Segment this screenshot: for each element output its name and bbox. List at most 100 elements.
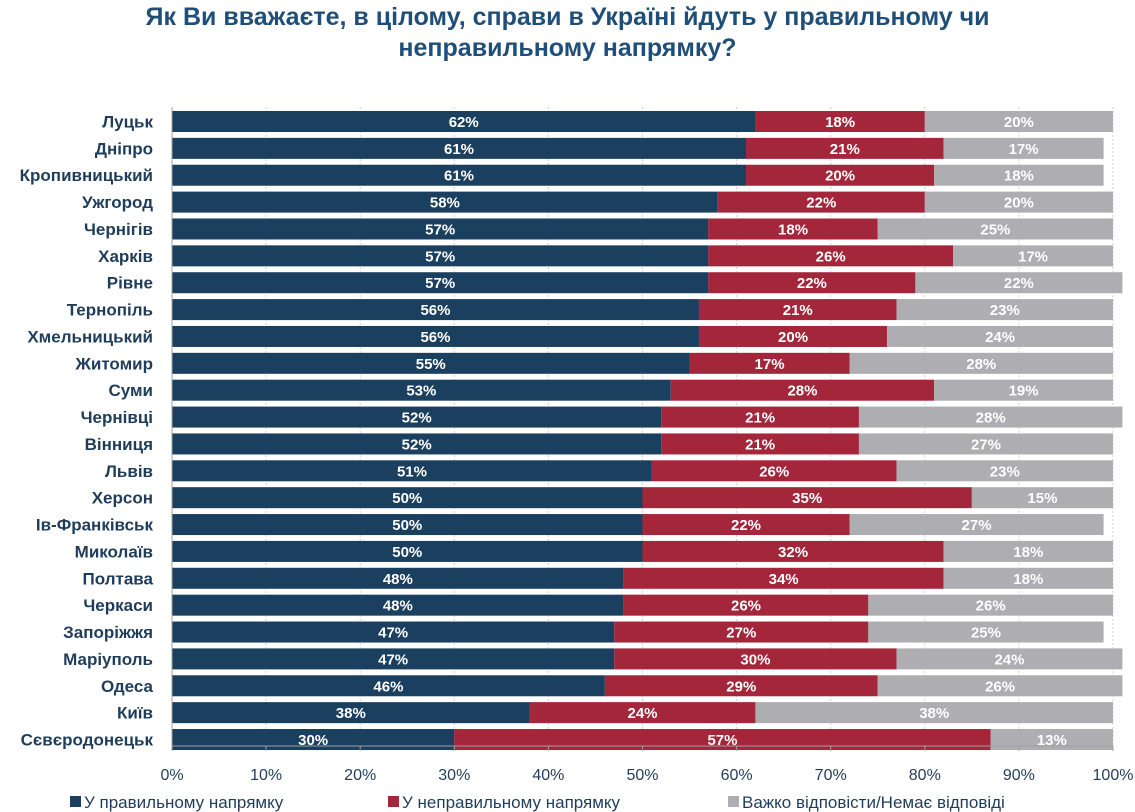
- category-labels: Луцьк Дніпро Кропивницький Ужгород Чернігів Х…: [20, 113, 154, 750]
- bar-segment: [943, 567, 1113, 589]
- data-label: 24%: [627, 705, 657, 722]
- data-label: 18%: [1013, 571, 1043, 588]
- category-label: Сєвєродонецьк: [21, 731, 154, 750]
- bar-segment: [849, 352, 1113, 374]
- category-label: Рівне: [107, 274, 153, 293]
- data-label: 18%: [1013, 544, 1043, 561]
- data-label: 57%: [707, 732, 737, 749]
- data-label: 55%: [416, 356, 446, 373]
- bar-segment: [924, 191, 1113, 213]
- bar-segment: [934, 379, 1113, 401]
- data-label: 38%: [919, 705, 949, 722]
- data-label: 29%: [726, 678, 756, 695]
- data-label: 24%: [994, 651, 1024, 668]
- data-label: 52%: [402, 410, 432, 427]
- data-label: 19%: [1009, 383, 1039, 400]
- chart-title-line-2: неправильному напрямку?: [398, 34, 737, 62]
- data-label: 25%: [971, 625, 1001, 642]
- bar-segment: [172, 702, 530, 724]
- category-label: Вінниця: [85, 435, 153, 454]
- bar-segment: [172, 137, 747, 159]
- data-label: 21%: [745, 436, 775, 453]
- data-label: 18%: [825, 114, 855, 131]
- category-label: Хмельницький: [27, 327, 153, 346]
- bar-segment: [614, 648, 897, 670]
- bar-segment: [651, 460, 897, 482]
- bar-segment: [172, 245, 709, 267]
- data-label: 28%: [966, 356, 996, 373]
- category-label: Житомир: [75, 354, 154, 373]
- bar-segment: [454, 729, 991, 751]
- data-label: 15%: [1027, 490, 1057, 507]
- x-tick-label: 0%: [160, 767, 183, 784]
- bar-segment: [172, 164, 747, 186]
- data-label: 27%: [962, 517, 992, 534]
- bar-segment: [971, 487, 1113, 509]
- data-label: 17%: [755, 356, 785, 373]
- category-label: Полтава: [83, 569, 154, 588]
- data-label: 13%: [1037, 732, 1067, 749]
- bar-segment: [661, 433, 859, 455]
- data-label: 21%: [745, 410, 775, 427]
- category-label: Ів-Франківськ: [36, 516, 154, 535]
- bar-segment: [896, 460, 1113, 482]
- bar-segment: [858, 433, 1113, 455]
- data-label: 22%: [731, 517, 761, 534]
- data-label: 20%: [1004, 114, 1034, 131]
- bar-segment: [915, 272, 1123, 294]
- data-label: 26%: [816, 248, 846, 265]
- x-tick-label: 100%: [1093, 767, 1134, 784]
- x-tick-label: 40%: [532, 767, 564, 784]
- bar-segment: [708, 218, 878, 240]
- data-label: 58%: [430, 195, 460, 212]
- bar-segment: [924, 111, 1113, 132]
- bar-segment: [755, 702, 1113, 724]
- data-label: 28%: [976, 410, 1006, 427]
- bar-segment: [943, 137, 1104, 159]
- legend: У правильному напрямку У неправильному на…: [70, 793, 1005, 812]
- x-axis: 0% 10% 20% 30% 40% 50% 60% 70% 80% 90% 100%: [160, 107, 1133, 784]
- data-label: 21%: [783, 302, 813, 319]
- data-label: 50%: [392, 544, 422, 561]
- data-label: 24%: [985, 329, 1015, 346]
- bar-segment: [172, 729, 455, 751]
- data-label: 57%: [425, 248, 455, 265]
- data-label: 26%: [731, 598, 761, 615]
- bars: 62% 18% 20% 61% 21% 17% 61% 20% 18% 58% 22% 20% 57% 1…: [172, 111, 1123, 751]
- bar-segment: [858, 406, 1123, 428]
- category-label: Харків: [98, 247, 153, 266]
- chart-title-line-1: Як Ви вважаєте, в цілому, справи в Украї…: [145, 3, 990, 31]
- bar-segment: [943, 540, 1113, 562]
- bar-segment: [172, 299, 699, 321]
- bar-segment: [623, 567, 944, 589]
- data-label: 22%: [1004, 275, 1034, 292]
- data-label: 50%: [392, 490, 422, 507]
- data-label: 62%: [449, 114, 479, 131]
- category-label: Херсон: [92, 489, 153, 508]
- bar-segment: [698, 299, 897, 321]
- bar-segment: [868, 621, 1104, 643]
- bar-segment: [172, 111, 756, 132]
- category-label: Черкаси: [83, 596, 153, 615]
- bar-segment: [172, 352, 690, 374]
- legend-label: Важко відповісти/Немає відповіді: [742, 793, 1005, 812]
- data-label: 30%: [298, 732, 328, 749]
- bar-segment: [868, 594, 1113, 616]
- data-label: 21%: [830, 141, 860, 158]
- bar-segment: [877, 218, 1113, 240]
- data-label: 57%: [425, 221, 455, 238]
- data-label: 20%: [825, 168, 855, 185]
- category-label: Чернігів: [84, 220, 153, 239]
- bar-segment: [877, 675, 1123, 697]
- data-label: 38%: [336, 705, 366, 722]
- bar-segment: [896, 648, 1123, 670]
- bar-segment: [746, 164, 935, 186]
- data-label: 20%: [1004, 195, 1034, 212]
- x-tick-label: 70%: [815, 767, 847, 784]
- data-label: 46%: [373, 678, 403, 695]
- legend-swatch: [70, 796, 81, 807]
- bar-segment: [990, 729, 1113, 751]
- x-tick-label: 10%: [250, 767, 282, 784]
- bar-segment: [755, 111, 925, 132]
- data-label: 22%: [806, 195, 836, 212]
